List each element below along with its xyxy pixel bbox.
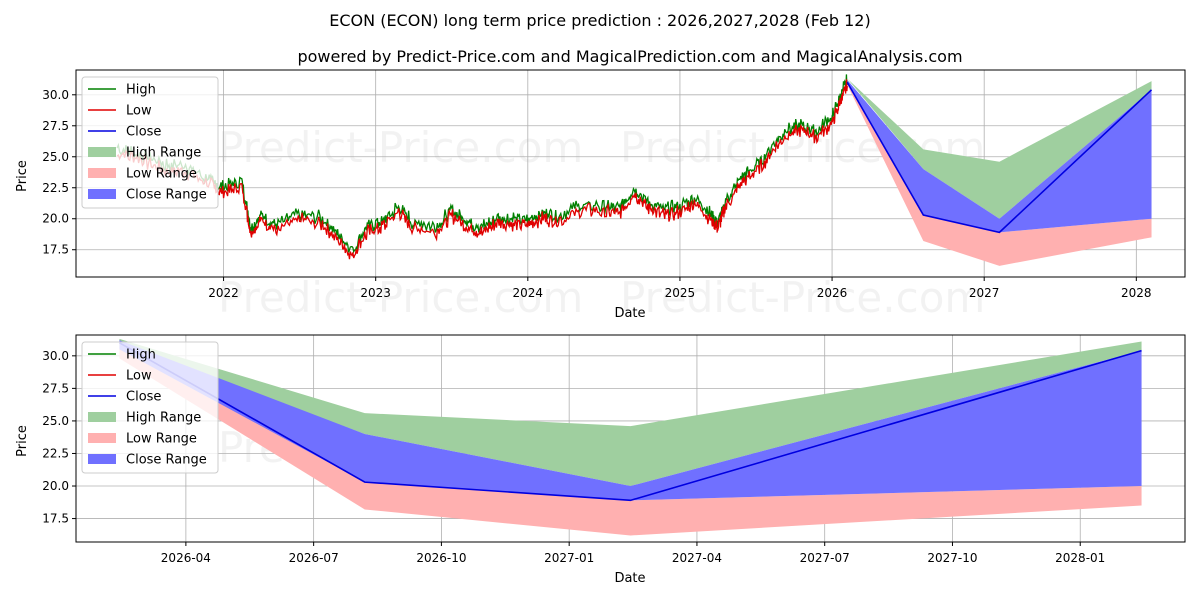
legend-entry-label: High Range xyxy=(126,146,201,161)
legend-entry-label: Close xyxy=(126,125,161,140)
y-tick-label: 25.0 xyxy=(42,150,69,164)
legend-entry-label: Low Range xyxy=(126,432,197,447)
legend-patch-swatch xyxy=(88,454,116,464)
x-tick-label: 2028 xyxy=(1121,286,1152,300)
x-tick-label: 2027-01 xyxy=(544,551,594,565)
y-tick-label: 30.0 xyxy=(42,88,69,102)
x-tick-label: 2026-10 xyxy=(416,551,466,565)
legend-patch-swatch xyxy=(88,433,116,443)
legend-patch-swatch xyxy=(88,412,116,422)
x-tick-label: 2027-07 xyxy=(800,551,850,565)
x-tick-label: 2026-07 xyxy=(289,551,339,565)
legend-patch-swatch xyxy=(88,147,116,157)
lower-y-axis-label: Price xyxy=(15,425,30,457)
y-tick-label: 27.5 xyxy=(42,119,69,133)
close-range-band xyxy=(119,340,1142,501)
legend-entry-label: Close Range xyxy=(126,453,207,468)
watermark-text: Predict-Price.com xyxy=(218,123,583,172)
upper-watermarks: Predict-Price.com Predict-Price.com Pred… xyxy=(218,123,985,322)
y-tick-label: 27.5 xyxy=(42,381,69,395)
lower-ticks: 17.5 20.0 22.5 25.0 27.5 30.0 2026-04 2026-07 20… xyxy=(42,349,1105,565)
upper-y-axis-label: Price xyxy=(15,160,30,192)
legend-entry-label: Low xyxy=(126,104,152,119)
lower-x-axis-label: Date xyxy=(614,571,645,586)
close-forecast-line xyxy=(846,81,1153,234)
legend-entry-label: Close Range xyxy=(126,188,207,203)
watermark-text: Predict-Price.com xyxy=(218,273,583,322)
legend-entry-label: High xyxy=(126,83,156,98)
x-tick-label: 2028-01 xyxy=(1055,551,1105,565)
lower-chart-panel: Predict-Price.com Predict-Price.com 17.5… xyxy=(15,334,1186,586)
x-tick-label: 2026-04 xyxy=(161,551,211,565)
y-tick-label: 17.5 xyxy=(42,512,69,526)
upper-x-axis-label: Date xyxy=(614,306,645,321)
legend-patch-swatch xyxy=(88,168,116,178)
x-tick-label: 2025 xyxy=(665,286,696,300)
y-tick-label: 17.5 xyxy=(42,243,69,257)
low-range-band xyxy=(119,342,1142,536)
upper-legend: High Low Close High Range Low Range Close Ran… xyxy=(81,76,219,209)
close-range-band xyxy=(847,79,1152,233)
x-tick-label: 2024 xyxy=(513,286,544,300)
close-forecast-line xyxy=(119,342,1142,502)
y-tick-label: 25.0 xyxy=(42,414,69,428)
watermark-text: Predict-Price.com xyxy=(620,273,985,322)
low-range-band xyxy=(847,82,1152,266)
y-tick-label: 22.5 xyxy=(42,446,69,460)
upper-chart-panel: Predict-Price.com Predict-Price.com Pred… xyxy=(15,69,1186,322)
lower-legend: High Low Close High Range Low Range Close Ran… xyxy=(81,341,219,474)
y-tick-label: 22.5 xyxy=(42,181,69,195)
lower-series xyxy=(119,338,1142,536)
chart-subtitle: powered by Predict-Price.com and Magical… xyxy=(297,47,962,66)
chart-title: ECON (ECON) long term price prediction :… xyxy=(329,11,870,30)
x-tick-label: 2023 xyxy=(360,286,391,300)
legend-patch-swatch xyxy=(88,189,116,199)
legend-entry-label: Low xyxy=(126,369,152,384)
x-tick-label: 2022 xyxy=(208,286,239,300)
upper-plot-frame xyxy=(75,69,1186,278)
y-tick-label: 20.0 xyxy=(42,479,69,493)
upper-ticks: 17.5 20.0 22.5 25.0 27.5 30.0 2022 2023 2024 2025… xyxy=(42,88,1151,300)
x-tick-label: 2027-10 xyxy=(927,551,977,565)
x-tick-label: 2026 xyxy=(817,286,848,300)
legend-entry-label: Close xyxy=(126,390,161,405)
low-history-line xyxy=(116,79,848,260)
legend-entry-label: High xyxy=(126,348,156,363)
lower-plot-frame xyxy=(75,334,1186,543)
high-range-band xyxy=(119,338,1142,487)
high-range-band xyxy=(847,78,1152,219)
upper-series xyxy=(116,74,1153,266)
legend-entry-label: High Range xyxy=(126,411,201,426)
y-tick-label: 20.0 xyxy=(42,212,69,226)
x-tick-label: 2027-04 xyxy=(672,551,722,565)
x-tick-label: 2027 xyxy=(969,286,1000,300)
y-tick-label: 30.0 xyxy=(42,349,69,363)
legend-entry-label: Low Range xyxy=(126,167,197,182)
